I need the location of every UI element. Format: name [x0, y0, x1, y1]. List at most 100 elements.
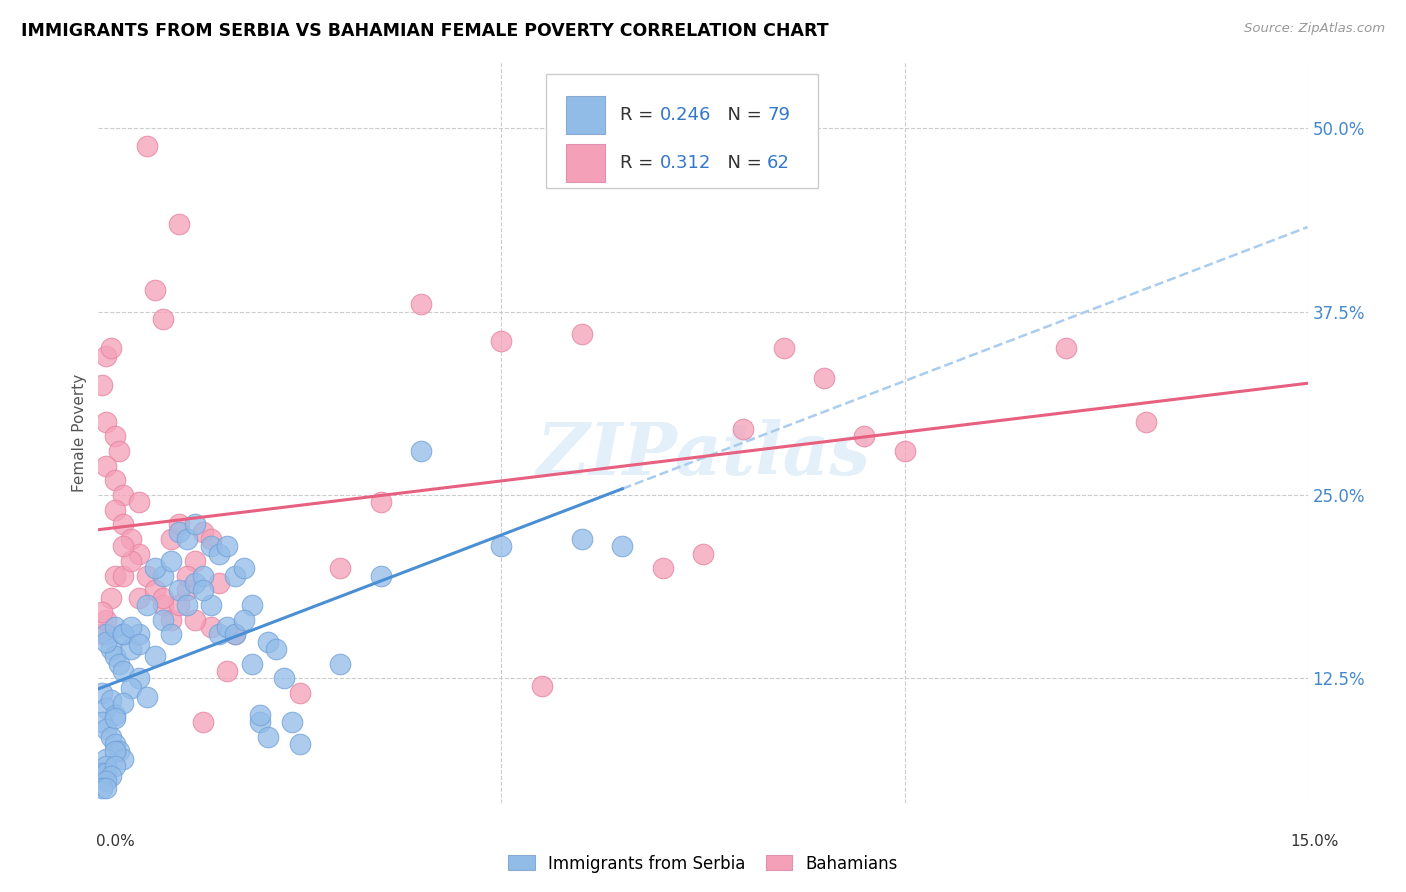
Point — [184, 613, 207, 627]
Point — [184, 554, 207, 568]
Point — [135, 139, 157, 153]
Point — [96, 759, 118, 773]
Text: 62: 62 — [768, 154, 790, 172]
Point — [111, 539, 134, 553]
Point — [111, 664, 134, 678]
Point — [176, 583, 198, 598]
Point — [91, 766, 114, 780]
Point — [111, 752, 134, 766]
Point — [100, 769, 122, 783]
Point — [409, 444, 432, 458]
Point — [612, 539, 634, 553]
Point — [128, 671, 150, 685]
Text: 0.246: 0.246 — [659, 106, 711, 124]
Point — [167, 583, 190, 598]
Point — [256, 730, 278, 744]
Point — [224, 627, 246, 641]
Point — [208, 627, 231, 641]
Point — [128, 627, 150, 641]
Point — [160, 627, 183, 641]
Point — [103, 759, 125, 773]
Point — [128, 591, 150, 605]
Point — [96, 700, 118, 714]
Point — [103, 649, 125, 664]
Point — [91, 627, 114, 641]
Point — [103, 502, 125, 516]
Point — [240, 598, 263, 612]
Point — [232, 613, 254, 627]
Point — [329, 561, 352, 575]
Point — [135, 598, 157, 612]
Point — [91, 378, 114, 392]
Point — [224, 568, 246, 582]
Point — [152, 312, 174, 326]
Point — [224, 627, 246, 641]
Point — [208, 547, 231, 561]
Point — [193, 715, 215, 730]
Point — [120, 681, 142, 696]
Point — [200, 598, 222, 612]
Point — [692, 547, 714, 561]
Point — [111, 696, 134, 710]
Text: R =: R = — [620, 154, 658, 172]
Point — [96, 781, 118, 796]
Point — [249, 715, 271, 730]
Point — [100, 693, 122, 707]
Text: Source: ZipAtlas.com: Source: ZipAtlas.com — [1244, 22, 1385, 36]
Point — [160, 532, 183, 546]
Point — [103, 711, 125, 725]
Point — [107, 444, 129, 458]
Point — [193, 583, 215, 598]
Point — [152, 613, 174, 627]
Point — [152, 598, 174, 612]
Point — [120, 620, 142, 634]
Point — [96, 752, 118, 766]
Point — [103, 744, 125, 758]
Point — [96, 627, 118, 641]
Point — [96, 415, 118, 429]
Point — [107, 657, 129, 671]
FancyBboxPatch shape — [546, 73, 818, 188]
Point — [111, 488, 134, 502]
Point — [167, 598, 190, 612]
Point — [409, 297, 432, 311]
Point — [491, 539, 513, 553]
Point — [1135, 415, 1157, 429]
Point — [200, 532, 222, 546]
Point — [111, 627, 134, 641]
Point — [167, 524, 190, 539]
Point — [240, 657, 263, 671]
Point — [853, 429, 876, 443]
Legend: Immigrants from Serbia, Bahamians: Immigrants from Serbia, Bahamians — [502, 848, 904, 880]
Point — [193, 524, 215, 539]
Point — [143, 561, 166, 575]
Point — [152, 591, 174, 605]
Point — [281, 715, 304, 730]
Point — [96, 458, 118, 473]
Point — [91, 605, 114, 619]
Point — [91, 781, 114, 796]
Point — [111, 627, 134, 641]
Point — [111, 568, 134, 582]
Bar — [567, 95, 605, 134]
Point — [103, 568, 125, 582]
Point — [96, 766, 118, 780]
Point — [143, 283, 166, 297]
Text: ZIPatlas: ZIPatlas — [536, 419, 870, 491]
Point — [176, 532, 198, 546]
Point — [96, 349, 118, 363]
Point — [256, 634, 278, 648]
Point — [91, 715, 114, 730]
Point — [217, 620, 239, 634]
Point — [96, 723, 118, 737]
Text: 79: 79 — [768, 106, 790, 124]
Point — [651, 561, 673, 575]
Point — [288, 686, 311, 700]
Point — [128, 495, 150, 509]
Point — [160, 554, 183, 568]
Text: 15.0%: 15.0% — [1291, 834, 1339, 849]
Text: N =: N = — [716, 154, 768, 172]
Point — [217, 539, 239, 553]
Point — [329, 657, 352, 671]
Point — [120, 554, 142, 568]
